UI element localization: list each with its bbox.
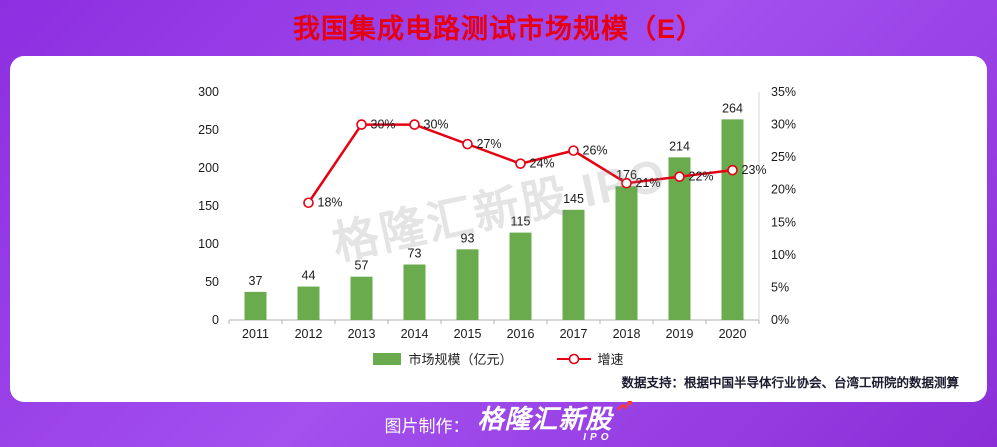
svg-text:35%: 35% <box>771 85 796 99</box>
svg-text:30%: 30% <box>771 118 796 132</box>
svg-text:2017: 2017 <box>559 327 587 341</box>
svg-text:5%: 5% <box>771 280 789 294</box>
svg-text:150: 150 <box>198 199 219 213</box>
svg-text:2016: 2016 <box>506 327 534 341</box>
svg-text:21%: 21% <box>635 176 660 190</box>
svg-text:93: 93 <box>460 231 474 245</box>
svg-text:50: 50 <box>205 275 219 289</box>
svg-text:250: 250 <box>198 123 219 137</box>
svg-text:26%: 26% <box>582 144 607 158</box>
svg-text:24%: 24% <box>529 157 554 171</box>
legend-item-line: 增速 <box>556 349 624 368</box>
bar-swatch-icon <box>373 352 402 365</box>
svg-text:2015: 2015 <box>453 327 481 341</box>
source-note: 数据支持：根据中国半导体行业协会、台湾工研院的数据测算 <box>621 376 959 390</box>
svg-text:2018: 2018 <box>612 327 640 341</box>
svg-text:214: 214 <box>669 139 690 153</box>
footer-brand-sub: IPO <box>583 432 613 443</box>
svg-text:37: 37 <box>248 274 262 288</box>
svg-text:145: 145 <box>563 192 584 206</box>
chart-title: 我国集成电路测试市场规模（E） <box>292 14 704 44</box>
svg-text:30%: 30% <box>370 118 395 132</box>
svg-text:2019: 2019 <box>665 327 693 341</box>
legend-bar-label: 市场规模（亿元） <box>408 352 513 367</box>
svg-text:18%: 18% <box>317 196 342 210</box>
svg-text:300: 300 <box>198 85 219 99</box>
svg-text:73: 73 <box>407 247 421 261</box>
svg-text:22%: 22% <box>688 170 713 184</box>
svg-text:100: 100 <box>198 237 219 251</box>
svg-text:2020: 2020 <box>718 327 746 341</box>
svg-text:0%: 0% <box>771 313 789 327</box>
svg-text:20%: 20% <box>771 183 796 197</box>
svg-text:23%: 23% <box>741 163 766 177</box>
footer-prefix: 图片制作： <box>384 417 470 436</box>
svg-text:44: 44 <box>301 269 315 283</box>
svg-text:2014: 2014 <box>400 327 428 341</box>
chart-svg: 0 50 100 150 200 250 300 0% 5% 10% 15% 20% 25% 30% 35%… <box>198 85 796 341</box>
legend: 市场规模（亿元） 增速 <box>10 349 987 368</box>
svg-text:200: 200 <box>198 161 219 175</box>
svg-text:57: 57 <box>354 259 368 273</box>
svg-text:2013: 2013 <box>347 327 375 341</box>
footer-brand: 格隆汇新股 <box>477 404 613 434</box>
svg-text:10%: 10% <box>771 248 796 262</box>
svg-text:30%: 30% <box>423 118 448 132</box>
legend-item-bar: 市场规模（亿元） <box>373 349 513 368</box>
chart-card: 0 50 100 150 200 250 300 0% 5% 10% 15% 20% 25% 30% 35%… <box>10 56 987 402</box>
svg-text:115: 115 <box>510 215 530 229</box>
svg-text:2011: 2011 <box>242 327 269 341</box>
svg-text:0: 0 <box>212 313 219 327</box>
svg-text:27%: 27% <box>476 137 501 151</box>
legend-line-label: 增速 <box>597 352 624 367</box>
chart-area: 0 50 100 150 200 250 300 0% 5% 10% 15% 20% 25% 30% 35%… <box>169 70 829 360</box>
svg-text:25%: 25% <box>771 150 796 164</box>
svg-text:2012: 2012 <box>294 327 322 341</box>
line-marker-icon <box>556 353 591 365</box>
svg-text:15%: 15% <box>771 215 796 229</box>
stock-arrow-icon <box>616 400 633 416</box>
footer-brand-logo: 格隆汇新股 IPO <box>477 401 632 443</box>
svg-text:264: 264 <box>722 101 743 115</box>
footer: 图片制作： 格隆汇新股 IPO <box>0 401 997 447</box>
